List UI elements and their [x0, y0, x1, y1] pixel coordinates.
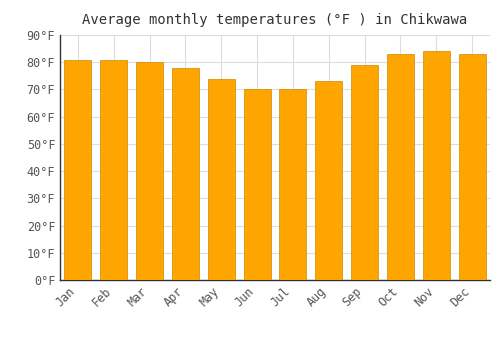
Bar: [244, 90, 270, 280]
Title: Average monthly temperatures (°F ) in Chikwawa: Average monthly temperatures (°F ) in Ch…: [82, 13, 468, 27]
Bar: [136, 62, 163, 280]
Bar: [387, 54, 414, 280]
Bar: [172, 68, 199, 280]
Bar: [64, 60, 92, 280]
Bar: [280, 90, 306, 280]
Bar: [208, 78, 234, 280]
Bar: [423, 51, 450, 280]
Bar: [100, 60, 127, 280]
Bar: [458, 54, 485, 280]
Bar: [351, 65, 378, 280]
Bar: [316, 81, 342, 280]
